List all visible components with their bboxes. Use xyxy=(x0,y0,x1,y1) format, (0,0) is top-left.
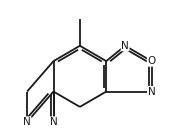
Text: N: N xyxy=(148,87,155,97)
Text: N: N xyxy=(23,117,31,127)
Text: N: N xyxy=(121,41,129,51)
Text: N: N xyxy=(50,117,57,127)
Text: O: O xyxy=(147,56,156,66)
